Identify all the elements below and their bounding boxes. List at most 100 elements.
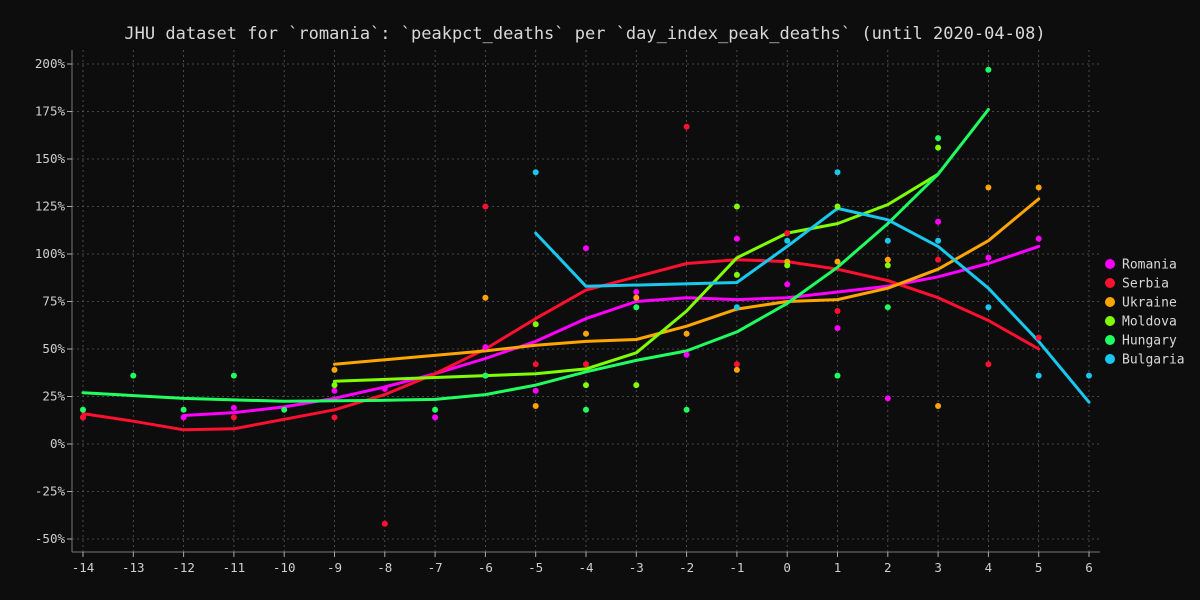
data-point-hungary — [834, 372, 841, 379]
data-point-romania — [532, 387, 539, 394]
legend-label-romania: Romania — [1122, 258, 1177, 273]
y-tick-label: 200% — [35, 56, 66, 71]
data-point-romania — [935, 218, 942, 225]
x-tick-label: 2 — [884, 560, 892, 575]
x-tick-label: 4 — [985, 560, 993, 575]
data-point-serbia — [784, 230, 791, 237]
data-point-hungary — [633, 304, 640, 311]
data-point-hungary — [583, 406, 589, 413]
data-point-ukraine — [331, 366, 338, 373]
x-tick-label: 5 — [1035, 560, 1043, 575]
legend-marker-bulgaria — [1105, 354, 1115, 364]
data-point-bulgaria — [985, 304, 992, 311]
data-point-serbia — [80, 414, 86, 421]
data-point-ukraine — [633, 294, 640, 301]
data-point-serbia — [733, 361, 740, 368]
legend-marker-romania — [1105, 259, 1115, 269]
data-point-ukraine — [482, 294, 489, 301]
x-tick-label: -1 — [729, 560, 744, 575]
series-line-moldova — [333, 172, 940, 383]
data-point-hungary — [683, 406, 690, 413]
data-point-serbia — [985, 361, 992, 368]
y-tick-label: 150% — [35, 151, 66, 166]
data-point-romania — [432, 414, 439, 421]
data-point-moldova — [834, 203, 841, 210]
x-tick-label: 6 — [1085, 560, 1093, 575]
legend-label-moldova: Moldova — [1122, 315, 1177, 330]
data-point-bulgaria — [1086, 372, 1092, 379]
data-point-moldova — [331, 382, 338, 389]
data-point-hungary — [130, 372, 137, 379]
series-line-serbia — [81, 258, 1041, 432]
legend-label-bulgaria: Bulgaria — [1122, 353, 1185, 368]
data-point-moldova — [733, 203, 740, 210]
x-tick-label: -4 — [578, 560, 593, 575]
chart-title: JHU dataset for `romania`: `peakpct_deat… — [124, 24, 1046, 44]
data-point-serbia — [834, 308, 841, 314]
x-tick-label: -2 — [679, 560, 694, 575]
data-point-hungary — [884, 304, 891, 311]
y-tick-label: 125% — [35, 199, 66, 214]
x-tick-label: 1 — [834, 560, 842, 575]
data-point-moldova — [884, 262, 891, 269]
data-point-bulgaria — [733, 304, 740, 311]
y-tick-label: 100% — [35, 246, 66, 261]
data-point-bulgaria — [935, 237, 942, 244]
legend-label-ukraine: Ukraine — [1122, 296, 1177, 311]
legend-marker-serbia — [1105, 278, 1115, 288]
data-point-ukraine — [884, 256, 891, 263]
data-point-romania — [180, 414, 187, 421]
data-point-hungary — [180, 406, 187, 413]
data-point-romania — [583, 245, 589, 252]
x-tick-label: -14 — [72, 560, 95, 575]
data-point-hungary — [985, 66, 992, 73]
series-line-bulgaria — [534, 206, 1091, 404]
data-point-romania — [230, 404, 237, 411]
data-point-moldova — [532, 321, 539, 328]
data-point-moldova — [583, 382, 589, 389]
x-tick-label: -13 — [122, 560, 145, 575]
x-tick-label: 0 — [783, 560, 791, 575]
legend-marker-ukraine — [1105, 297, 1115, 307]
data-point-serbia — [935, 256, 942, 263]
series-line-romania — [182, 244, 1041, 417]
data-point-moldova — [784, 262, 791, 269]
data-point-ukraine — [1035, 184, 1042, 191]
y-tick-label: 25% — [42, 389, 65, 404]
data-point-serbia — [331, 414, 338, 421]
x-tick-label: -3 — [629, 560, 644, 575]
data-point-hungary — [482, 372, 489, 379]
data-point-hungary — [935, 135, 942, 142]
data-point-bulgaria — [784, 237, 791, 244]
legend-label-serbia: Serbia — [1122, 277, 1169, 292]
data-point-romania — [733, 235, 740, 242]
legend-label-hungary: Hungary — [1122, 334, 1177, 349]
data-point-ukraine — [733, 366, 740, 373]
data-point-ukraine — [834, 258, 841, 265]
data-point-bulgaria — [532, 169, 539, 176]
data-point-moldova — [733, 271, 740, 278]
data-point-romania — [1035, 235, 1042, 242]
data-point-serbia — [1035, 334, 1042, 341]
data-point-romania — [884, 395, 891, 402]
series-line-hungary — [81, 108, 990, 403]
data-point-serbia — [381, 520, 388, 527]
data-point-serbia — [532, 361, 539, 368]
x-tick-label: -11 — [223, 560, 246, 575]
data-point-moldova — [935, 144, 942, 151]
y-tick-label: -50% — [35, 531, 66, 546]
x-tick-label: -9 — [327, 560, 342, 575]
data-point-romania — [784, 281, 791, 288]
data-point-romania — [683, 351, 690, 358]
y-tick-label: 50% — [42, 341, 65, 356]
data-point-bulgaria — [884, 237, 891, 244]
data-point-serbia — [230, 414, 237, 421]
x-tick-label: -8 — [377, 560, 392, 575]
y-tick-label: 175% — [35, 104, 66, 119]
data-point-serbia — [482, 203, 489, 210]
data-point-romania — [985, 254, 992, 261]
data-point-romania — [331, 387, 338, 394]
data-point-hungary — [230, 372, 237, 379]
x-tick-label: -7 — [428, 560, 443, 575]
